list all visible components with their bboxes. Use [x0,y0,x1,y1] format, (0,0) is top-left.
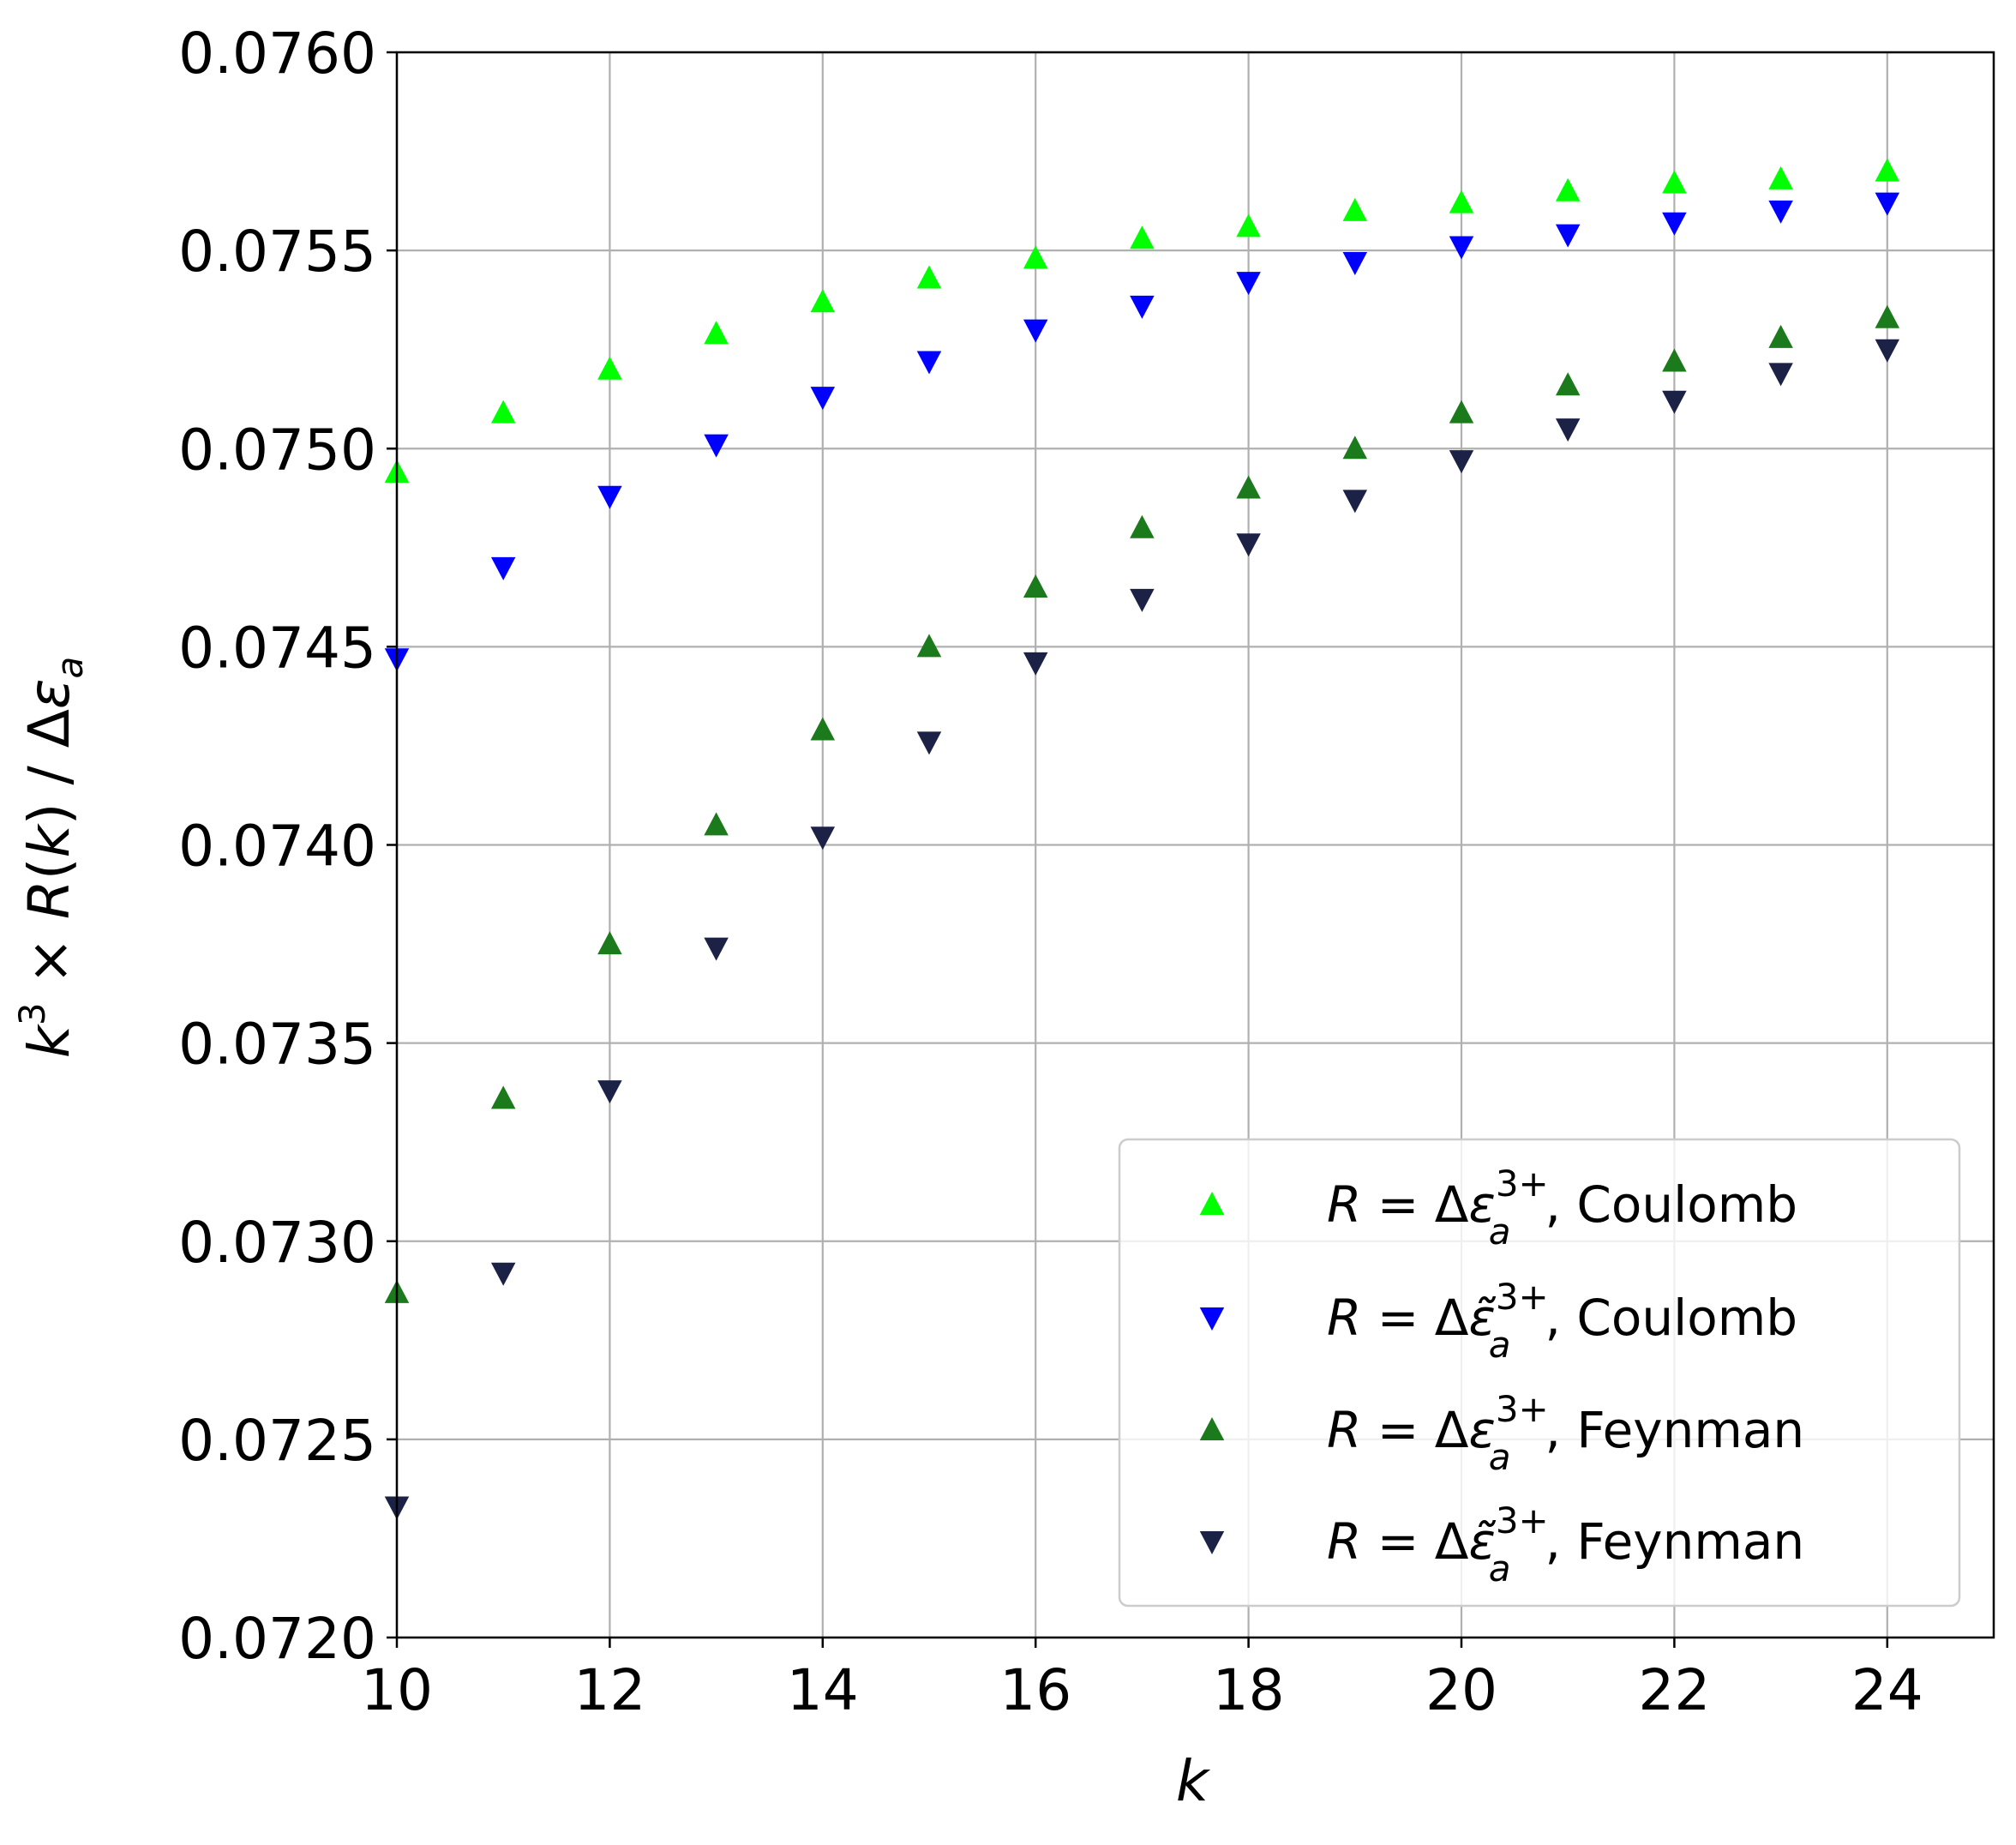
data-point-series-1 [1875,158,1900,182]
x-tick-label: 14 [787,1657,859,1723]
legend-marker-series-4 [1199,1531,1225,1554]
data-point-series-1 [1023,245,1048,269]
data-point-series-3 [1555,372,1581,396]
y-tick-label: 0.0750 [178,417,376,483]
data-point-series-4 [1449,450,1474,474]
data-point-series-1 [810,289,836,313]
legend-marker-series-1 [1199,1192,1225,1215]
data-point-series-3 [490,1085,516,1109]
legend-marker-series-3 [1199,1417,1225,1440]
data-point-series-2 [704,434,729,458]
x-tick-label: 22 [1638,1657,1710,1723]
legend-box [1118,1138,1961,1608]
data-point-series-3 [1875,304,1900,328]
x-tick-label: 16 [999,1657,1071,1723]
data-point-series-2 [597,485,622,509]
data-point-series-4 [1236,533,1261,557]
data-point-series-4 [1342,490,1368,514]
data-point-series-1 [1449,189,1474,213]
data-point-series-2 [1236,272,1261,296]
y-tick-label: 0.0755 [178,219,376,285]
data-point-series-4 [810,826,836,850]
data-point-series-2 [1768,200,1793,224]
legend-label-series-3: R = Δε3+ a, Feynman [1327,1388,1804,1478]
data-point-series-2 [916,351,942,375]
data-point-series-1 [704,321,729,345]
y-tick-label: 0.0725 [178,1408,376,1474]
y-tick-label: 0.0760 [178,21,376,87]
data-point-series-1 [1555,177,1581,201]
data-point-series-2 [490,556,516,580]
data-point-series-1 [597,356,622,380]
data-point-series-2 [1449,236,1474,260]
data-point-series-1 [1768,165,1793,189]
legend-marker-series-2 [1199,1307,1225,1331]
data-point-series-3 [1023,574,1048,598]
data-point-series-4 [597,1080,622,1104]
y-tick-label: 0.0740 [178,814,376,880]
legend: R = Δε3+ a, Coulomb R = Δε̃3+ a, Coulomb R =… [1118,1138,1961,1608]
data-point-series-2 [1875,192,1900,216]
x-axis-label: k [1176,1748,1211,1814]
y-tick-label: 0.0730 [178,1210,376,1276]
data-point-series-1 [490,400,516,424]
y-axis-ticks: 0.0720 0.0725 0.0730 0.0735 0.0740 0.0745 0.07… [178,21,397,1672]
x-tick-label: 18 [1213,1657,1285,1723]
data-point-series-4 [1768,363,1793,387]
data-point-series-4 [1875,339,1900,363]
y-axis-label: k3 × R(k) / Δεa [11,657,91,1059]
y-tick-label: 0.0720 [178,1606,376,1672]
legend-label-series-2: R = Δε̃3+ a, Coulomb [1327,1276,1797,1366]
data-point-series-4 [1662,390,1687,414]
data-point-series-4 [1555,418,1581,442]
data-markers [384,158,1900,1520]
data-point-series-4 [1023,652,1048,676]
y-tick-label: 0.0735 [178,1012,376,1078]
y-tick-label: 0.0745 [178,615,376,681]
x-tick-label: 10 [361,1657,433,1723]
x-tick-label: 12 [573,1657,645,1723]
legend-label-series-4: R = Δε̃3+ a, Feynman [1327,1499,1804,1590]
data-point-series-2 [1130,295,1155,319]
data-point-series-1 [916,265,942,289]
data-point-series-4 [916,731,942,755]
data-point-series-2 [1023,319,1048,343]
data-point-series-3 [810,717,836,741]
data-point-series-2 [1342,251,1368,275]
data-point-series-3 [1342,436,1368,460]
data-point-series-1 [1236,213,1261,237]
data-point-series-4 [704,937,729,961]
legend-label-series-1: R = Δε3+ a, Coulomb [1327,1163,1797,1253]
data-point-series-4 [490,1262,516,1286]
data-point-series-1 [1130,225,1155,249]
data-point-series-2 [1662,212,1687,236]
data-point-series-3 [1236,475,1261,499]
data-point-series-1 [1662,170,1687,194]
data-point-series-3 [1662,348,1687,372]
data-point-series-1 [1342,197,1368,221]
data-point-series-2 [810,387,836,411]
data-point-series-3 [916,634,942,658]
data-point-series-2 [1555,224,1581,248]
x-tick-label: 24 [1851,1657,1923,1723]
data-point-series-3 [1768,324,1793,348]
data-point-series-3 [1130,514,1155,538]
data-point-series-3 [597,931,622,955]
data-point-series-3 [1449,400,1474,424]
x-axis-ticks: 10 12 14 16 18 20 22 24 [361,1638,1923,1723]
x-tick-label: 20 [1425,1657,1497,1723]
data-point-series-4 [1130,588,1155,612]
data-point-series-3 [704,812,729,836]
